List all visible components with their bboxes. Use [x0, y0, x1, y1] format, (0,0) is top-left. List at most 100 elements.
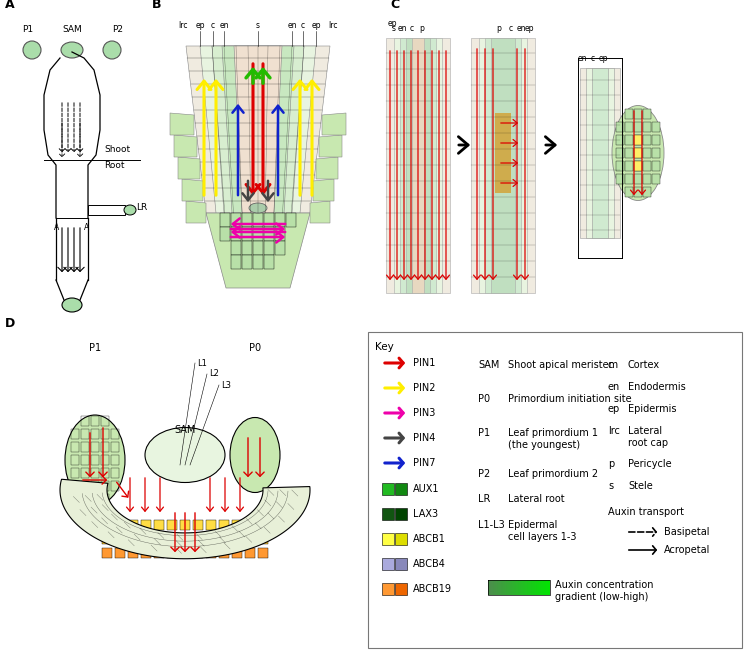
Text: P0: P0 — [249, 343, 261, 353]
Text: ep: ep — [598, 54, 607, 63]
Polygon shape — [319, 135, 342, 157]
Text: lrc: lrc — [178, 22, 188, 30]
Bar — [531, 580, 532, 595]
Text: Auxin concentration
gradient (low-high): Auxin concentration gradient (low-high) — [555, 580, 654, 602]
Ellipse shape — [65, 415, 125, 505]
Text: SAM: SAM — [478, 360, 500, 370]
Polygon shape — [206, 534, 216, 544]
Bar — [533, 580, 534, 595]
Polygon shape — [154, 520, 164, 530]
Text: ABCB1: ABCB1 — [413, 534, 446, 544]
Bar — [496, 580, 497, 595]
Text: c: c — [410, 24, 414, 33]
Polygon shape — [219, 534, 229, 544]
Polygon shape — [625, 174, 633, 184]
Bar — [495, 580, 496, 595]
Polygon shape — [625, 148, 633, 158]
Polygon shape — [643, 122, 651, 132]
Bar — [534, 580, 535, 595]
Polygon shape — [115, 534, 125, 544]
Polygon shape — [186, 46, 330, 213]
Text: en: en — [219, 22, 229, 30]
Polygon shape — [186, 201, 206, 223]
Bar — [501, 580, 502, 595]
Text: ep: ep — [311, 22, 321, 30]
Text: s: s — [256, 22, 260, 30]
Bar — [509, 580, 510, 595]
Text: SAM: SAM — [174, 425, 196, 435]
Text: B: B — [152, 0, 162, 11]
Text: en: en — [577, 54, 586, 63]
Bar — [395, 483, 407, 495]
Polygon shape — [141, 548, 151, 558]
Bar — [543, 580, 544, 595]
Bar — [507, 580, 508, 595]
Text: L3: L3 — [221, 380, 231, 390]
Polygon shape — [231, 213, 241, 227]
Bar — [491, 580, 492, 595]
Text: Acropetal: Acropetal — [664, 545, 711, 555]
Polygon shape — [193, 548, 203, 558]
Text: Epidermis: Epidermis — [628, 404, 676, 414]
Polygon shape — [634, 135, 642, 145]
Bar — [395, 533, 407, 545]
Text: en: en — [397, 24, 407, 33]
Ellipse shape — [145, 428, 225, 483]
Bar — [492, 580, 493, 595]
Polygon shape — [115, 520, 125, 530]
Polygon shape — [625, 109, 633, 119]
Bar — [490, 580, 491, 595]
Polygon shape — [154, 548, 164, 558]
Polygon shape — [634, 122, 642, 132]
Text: ep: ep — [387, 19, 396, 28]
Polygon shape — [206, 520, 216, 530]
Polygon shape — [264, 227, 274, 241]
Polygon shape — [231, 255, 241, 269]
Bar — [395, 508, 407, 520]
Bar — [510, 580, 511, 595]
Polygon shape — [242, 213, 252, 227]
Text: PIN2: PIN2 — [413, 383, 435, 393]
Text: ABCB4: ABCB4 — [413, 559, 446, 569]
Text: AUX1: AUX1 — [413, 484, 440, 494]
Bar — [395, 583, 407, 595]
Polygon shape — [316, 157, 338, 179]
Bar — [515, 580, 516, 595]
Polygon shape — [616, 174, 624, 184]
Ellipse shape — [230, 417, 280, 493]
Polygon shape — [310, 201, 330, 223]
Bar — [545, 580, 546, 595]
Polygon shape — [634, 148, 642, 158]
Text: Shoot apical meristem: Shoot apical meristem — [508, 360, 618, 370]
Bar — [499, 580, 500, 595]
Polygon shape — [652, 135, 660, 145]
Text: Root: Root — [104, 161, 124, 170]
Text: Basipetal: Basipetal — [664, 527, 710, 537]
Text: lrc: lrc — [328, 22, 338, 30]
Polygon shape — [616, 161, 624, 171]
Polygon shape — [102, 548, 112, 558]
Polygon shape — [652, 161, 660, 171]
Polygon shape — [253, 227, 263, 241]
Bar — [547, 580, 548, 595]
Bar — [508, 580, 509, 595]
Bar — [548, 580, 549, 595]
Bar — [500, 580, 501, 595]
Text: LAX3: LAX3 — [413, 509, 438, 519]
Polygon shape — [115, 548, 125, 558]
Text: c: c — [211, 22, 215, 30]
Polygon shape — [102, 534, 112, 544]
Polygon shape — [231, 227, 241, 241]
Polygon shape — [234, 46, 282, 213]
Polygon shape — [245, 520, 255, 530]
Polygon shape — [206, 548, 216, 558]
Polygon shape — [128, 548, 138, 558]
Ellipse shape — [249, 203, 267, 213]
Bar — [382, 508, 394, 520]
Text: ep: ep — [608, 404, 620, 414]
Polygon shape — [634, 174, 642, 184]
Polygon shape — [286, 213, 296, 227]
Polygon shape — [128, 534, 138, 544]
Polygon shape — [495, 113, 511, 193]
Polygon shape — [275, 227, 285, 241]
